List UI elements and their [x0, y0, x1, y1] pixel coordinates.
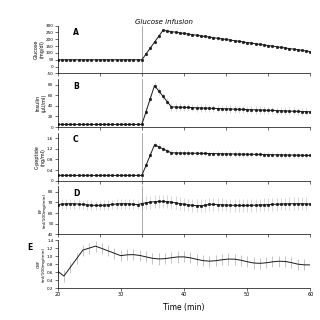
Text: E: E [27, 243, 33, 252]
X-axis label: Time (min): Time (min) [163, 303, 205, 312]
Y-axis label: Insulin
(μU/ml): Insulin (μU/ml) [36, 94, 47, 112]
Text: B: B [73, 82, 78, 91]
Y-axis label: C-peptide
(ng/ml): C-peptide (ng/ml) [35, 145, 45, 169]
Y-axis label: BF
(ml/100mg/min): BF (ml/100mg/min) [38, 193, 47, 228]
Text: C: C [73, 135, 78, 144]
Y-axis label: Glucose
(mg/dl): Glucose (mg/dl) [33, 40, 44, 59]
Text: D: D [73, 189, 79, 198]
Y-axis label: CBF
(ml/100mg/min): CBF (ml/100mg/min) [37, 246, 45, 282]
Text: Glucose infusion: Glucose infusion [135, 19, 193, 25]
Text: A: A [73, 28, 79, 37]
